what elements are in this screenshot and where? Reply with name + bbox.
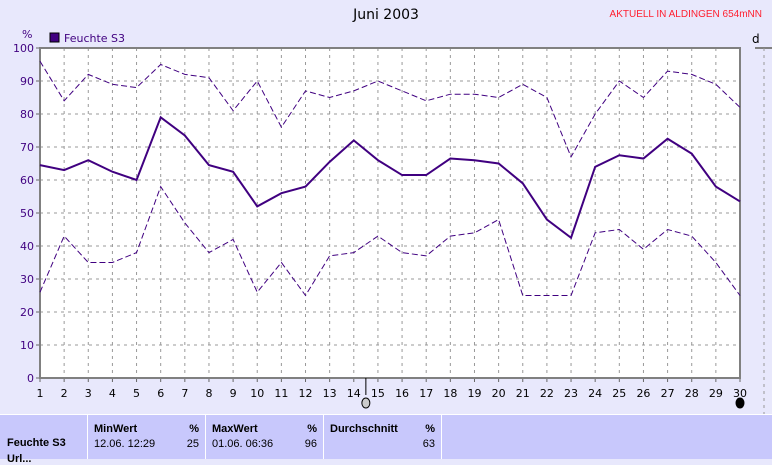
x-tick-label: 10 bbox=[250, 387, 264, 400]
max-cell: MaxWert % 01.06. 06:36 96 bbox=[206, 415, 324, 459]
min-unit: % bbox=[189, 423, 199, 435]
x-tick-label: 19 bbox=[467, 387, 481, 400]
max-value: 96 bbox=[305, 438, 317, 450]
x-tick-label: 28 bbox=[685, 387, 699, 400]
x-tick-label: 9 bbox=[230, 387, 237, 400]
x-tick-label: 26 bbox=[636, 387, 650, 400]
x-tick-label: 16 bbox=[395, 387, 409, 400]
x-tick-label: 3 bbox=[85, 387, 92, 400]
y-tick-label: 90 bbox=[20, 75, 34, 88]
max-header: MaxWert bbox=[212, 423, 258, 435]
x-tick-label: 24 bbox=[588, 387, 602, 400]
x-tick-label: 8 bbox=[205, 387, 212, 400]
x-tick-label: 27 bbox=[661, 387, 675, 400]
max-unit: % bbox=[307, 423, 317, 435]
y-tick-label: 30 bbox=[20, 273, 34, 286]
x-tick-label: 11 bbox=[274, 387, 288, 400]
x-tick-label: 4 bbox=[109, 387, 116, 400]
x-tick-label: 6 bbox=[157, 387, 164, 400]
x-tick-label: 14 bbox=[347, 387, 361, 400]
stats-table: Feuchte S3 Url... MinWert % 12.06. 12:29… bbox=[0, 414, 772, 459]
next-row-label: Url... bbox=[7, 453, 31, 465]
x-tick-label: 12 bbox=[299, 387, 313, 400]
min-value: 25 bbox=[187, 438, 199, 450]
y-tick-label: 60 bbox=[20, 174, 34, 187]
x-tick-label: 18 bbox=[443, 387, 457, 400]
x-tick-label: 23 bbox=[564, 387, 578, 400]
new-moon-icon bbox=[362, 398, 370, 408]
min-time: 12.06. 12:29 bbox=[94, 438, 155, 450]
x-tick-label: 15 bbox=[371, 387, 385, 400]
avg-cell: Durchschnitt % 63 bbox=[324, 415, 442, 459]
y-tick-label: 80 bbox=[20, 108, 34, 121]
y-tick-label: 20 bbox=[20, 306, 34, 319]
x-tick-label: 5 bbox=[133, 387, 140, 400]
x-tick-label: 17 bbox=[419, 387, 433, 400]
x-tick-label: 13 bbox=[323, 387, 337, 400]
x-tick-label: 22 bbox=[540, 387, 554, 400]
y-axis-unit: % bbox=[22, 28, 32, 41]
x-tick-label: 25 bbox=[612, 387, 626, 400]
x-tick-label: 29 bbox=[709, 387, 723, 400]
avg-value: 63 bbox=[423, 438, 435, 450]
row-label: Feuchte S3 bbox=[7, 437, 66, 449]
x-tick-label: 2 bbox=[61, 387, 68, 400]
full-moon-icon bbox=[736, 398, 744, 408]
x-tick-label: 20 bbox=[492, 387, 506, 400]
y-tick-label: 0 bbox=[27, 372, 34, 385]
avg-header: Durchschnitt bbox=[330, 423, 398, 435]
y-tick-label: 50 bbox=[20, 207, 34, 220]
y-tick-label: 100 bbox=[13, 42, 34, 55]
min-cell: MinWert % 12.06. 12:29 25 bbox=[88, 415, 206, 459]
y-tick-label: 10 bbox=[20, 339, 34, 352]
x-tick-label: 7 bbox=[181, 387, 188, 400]
x-tick-label: 21 bbox=[516, 387, 530, 400]
max-time: 01.06. 06:36 bbox=[212, 438, 273, 450]
avg-unit: % bbox=[425, 423, 435, 435]
legend-label: Feuchte S3 bbox=[64, 32, 125, 45]
legend-swatch bbox=[50, 33, 59, 42]
min-header: MinWert bbox=[94, 423, 137, 435]
x-tick-label: 1 bbox=[37, 387, 44, 400]
row-label-cell: Feuchte S3 Url... bbox=[0, 415, 88, 459]
y-tick-label: 40 bbox=[20, 240, 34, 253]
y-tick-label: 70 bbox=[20, 141, 34, 154]
